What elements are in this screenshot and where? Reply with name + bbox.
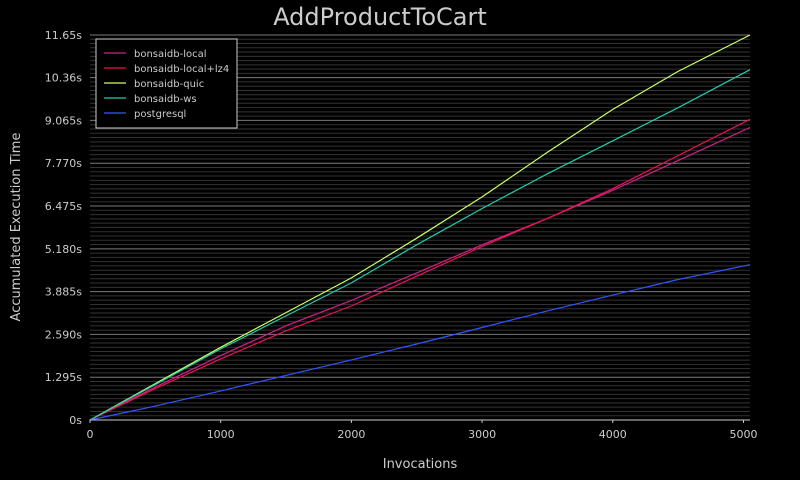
x-tick-label: 1000 — [207, 428, 235, 441]
legend: bonsaidb-local bonsaidb-local+lz4 bonsaidb… — [95, 38, 238, 129]
axes-layer: 0s 1.295s 2.590s 3.885s 5.180s 6.475s 7.770s 9.… — [45, 29, 758, 441]
minor-gridlines — [90, 38, 750, 417]
y-tick-label: 9.065s — [45, 114, 82, 127]
y-tick-label: 7.770s — [45, 157, 82, 170]
series-line-bonsaidb-local-lz4 — [89, 118, 751, 421]
series-line-bonsaidb-quic — [89, 34, 751, 421]
y-tick-label: 1.295s — [45, 371, 82, 384]
series-line-bonsaidb-ws — [89, 69, 751, 421]
x-tick-label: 3000 — [468, 428, 496, 441]
series-line-bonsaidb-local — [89, 126, 751, 421]
legend-label: bonsaidb-ws — [134, 94, 197, 105]
x-axis-label: Invocations — [383, 457, 458, 472]
y-tick-label: 0s — [69, 414, 82, 427]
legend-label: bonsaidb-local+lz4 — [134, 64, 229, 75]
y-tick-label: 11.65s — [45, 29, 82, 42]
x-tick-label: 2000 — [337, 428, 365, 441]
series-layer — [89, 34, 751, 421]
x-tick-label: 4000 — [599, 428, 627, 441]
y-tick-label: 10.36s — [45, 72, 82, 85]
legend-label: bonsaidb-quic — [134, 79, 204, 90]
y-tick-label: 2.590s — [45, 328, 82, 341]
legend-label: bonsaidb-local — [134, 49, 207, 60]
x-tick-label: 0 — [87, 428, 94, 441]
legend-label: postgresql — [134, 109, 186, 120]
y-axis-label: Accumulated Execution Time — [9, 133, 24, 322]
x-tick-label: 5000 — [729, 428, 757, 441]
series-line-postgresql — [89, 264, 751, 421]
y-tick-label: 6.475s — [45, 200, 82, 213]
chart-title: AddProductToCart — [273, 3, 487, 31]
y-tick-label: 3.885s — [45, 286, 82, 299]
y-tick-label: 5.180s — [45, 243, 82, 256]
